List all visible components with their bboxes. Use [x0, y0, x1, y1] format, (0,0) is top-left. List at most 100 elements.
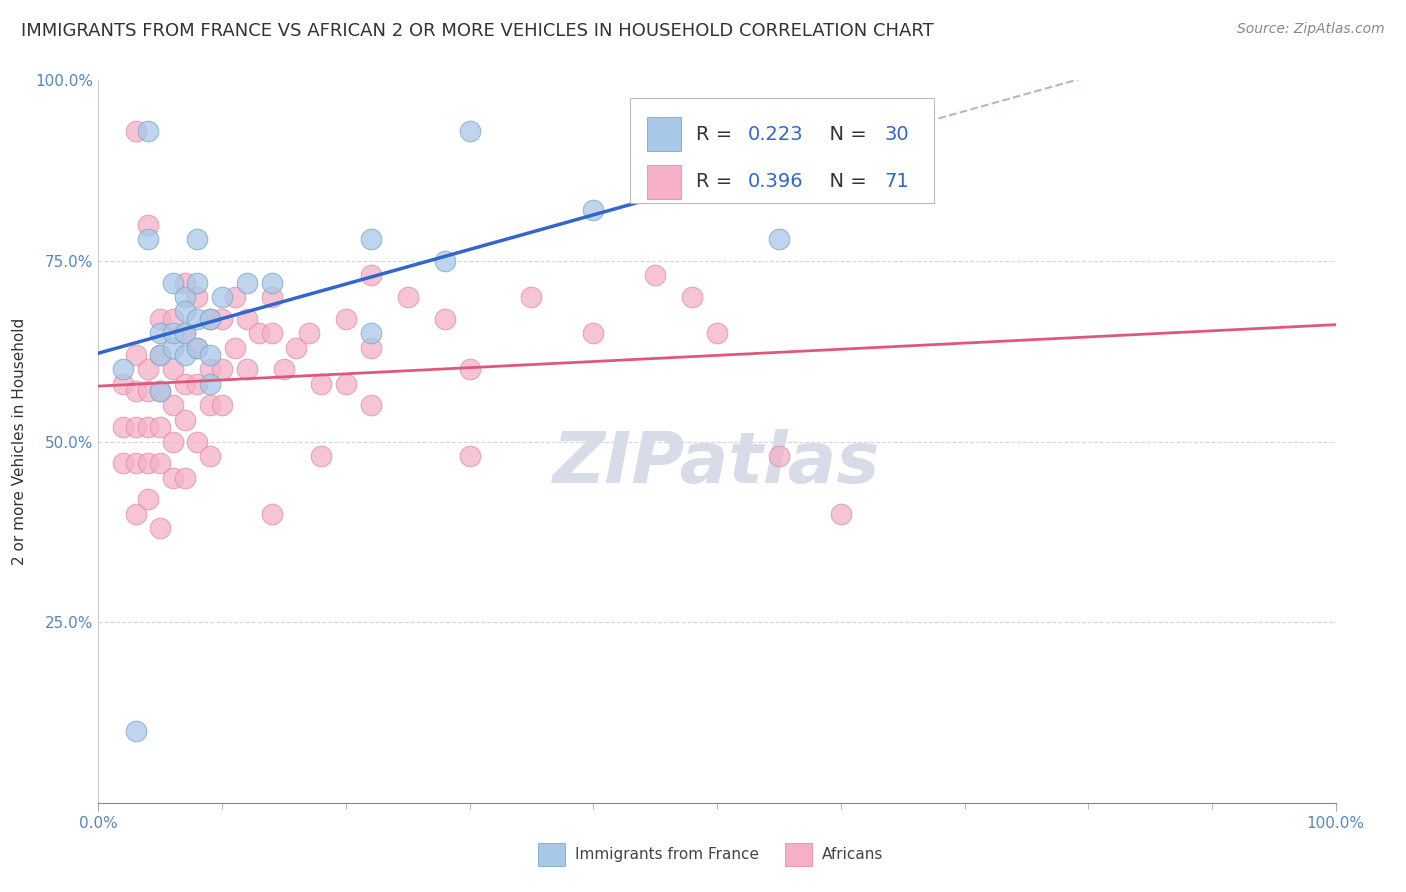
Text: 71: 71: [884, 172, 908, 192]
Point: [198, 311, 221, 326]
Point: [224, 341, 246, 355]
Text: N =: N =: [817, 172, 873, 192]
Point: [260, 290, 283, 304]
Point: [112, 456, 135, 470]
Point: [162, 434, 184, 449]
Point: [149, 384, 172, 398]
Point: [211, 398, 233, 412]
Point: [124, 723, 146, 738]
Point: [136, 384, 159, 398]
Point: [162, 326, 184, 340]
Point: [186, 341, 208, 355]
Text: Africans: Africans: [823, 847, 883, 863]
Point: [211, 290, 233, 304]
Point: [149, 348, 172, 362]
Point: [149, 348, 172, 362]
Point: [236, 276, 259, 290]
Point: [124, 124, 146, 138]
Point: [162, 398, 184, 412]
Point: [136, 492, 159, 507]
Bar: [785, 843, 813, 866]
Point: [198, 362, 221, 376]
Point: [149, 311, 172, 326]
Bar: [647, 117, 681, 152]
Point: [174, 326, 197, 340]
Point: [186, 434, 208, 449]
Point: [360, 398, 382, 412]
Point: [186, 276, 208, 290]
Point: [211, 311, 233, 326]
Point: [198, 449, 221, 463]
Point: [186, 376, 208, 391]
Point: [360, 341, 382, 355]
Point: [149, 456, 172, 470]
Point: [124, 420, 146, 434]
Point: [186, 341, 208, 355]
Point: [174, 348, 197, 362]
Point: [186, 232, 208, 246]
Point: [236, 362, 259, 376]
Point: [458, 449, 481, 463]
Point: [396, 290, 419, 304]
Point: [211, 362, 233, 376]
Point: [174, 290, 197, 304]
Point: [260, 326, 283, 340]
Point: [198, 348, 221, 362]
Point: [681, 290, 703, 304]
Point: [433, 253, 456, 268]
Point: [433, 311, 456, 326]
Point: [360, 232, 382, 246]
Point: [124, 456, 146, 470]
Point: [458, 124, 481, 138]
Text: 30: 30: [884, 125, 908, 144]
Point: [520, 290, 543, 304]
Point: [112, 376, 135, 391]
Point: [273, 362, 295, 376]
Point: [198, 398, 221, 412]
Point: [309, 449, 332, 463]
Point: [174, 304, 197, 318]
Point: [186, 311, 208, 326]
Point: [136, 420, 159, 434]
Text: 0.396: 0.396: [748, 172, 804, 192]
Point: [582, 326, 605, 340]
Point: [149, 384, 172, 398]
FancyBboxPatch shape: [630, 98, 934, 203]
Point: [458, 362, 481, 376]
Point: [360, 326, 382, 340]
Point: [335, 311, 357, 326]
Point: [260, 507, 283, 521]
Point: [360, 268, 382, 283]
Point: [285, 341, 308, 355]
Point: [174, 276, 197, 290]
Point: [335, 376, 357, 391]
Y-axis label: 2 or more Vehicles in Household: 2 or more Vehicles in Household: [13, 318, 27, 566]
Bar: [647, 165, 681, 199]
Text: Source: ZipAtlas.com: Source: ZipAtlas.com: [1237, 22, 1385, 37]
Point: [198, 376, 221, 391]
Point: [298, 326, 321, 340]
Point: [124, 507, 146, 521]
Point: [149, 420, 172, 434]
Text: 0.223: 0.223: [748, 125, 804, 144]
Point: [112, 362, 135, 376]
Point: [644, 268, 666, 283]
Point: [582, 203, 605, 218]
Point: [124, 348, 146, 362]
Point: [174, 376, 197, 391]
Point: [136, 362, 159, 376]
Bar: [537, 843, 565, 866]
Text: ZIPatlas: ZIPatlas: [554, 429, 880, 498]
Point: [136, 218, 159, 232]
Point: [768, 232, 790, 246]
Point: [149, 521, 172, 535]
Text: R =: R =: [696, 172, 738, 192]
Text: N =: N =: [817, 125, 873, 144]
Point: [174, 413, 197, 427]
Point: [236, 311, 259, 326]
Point: [162, 276, 184, 290]
Point: [124, 384, 146, 398]
Text: R =: R =: [696, 125, 738, 144]
Point: [136, 456, 159, 470]
Point: [830, 507, 852, 521]
